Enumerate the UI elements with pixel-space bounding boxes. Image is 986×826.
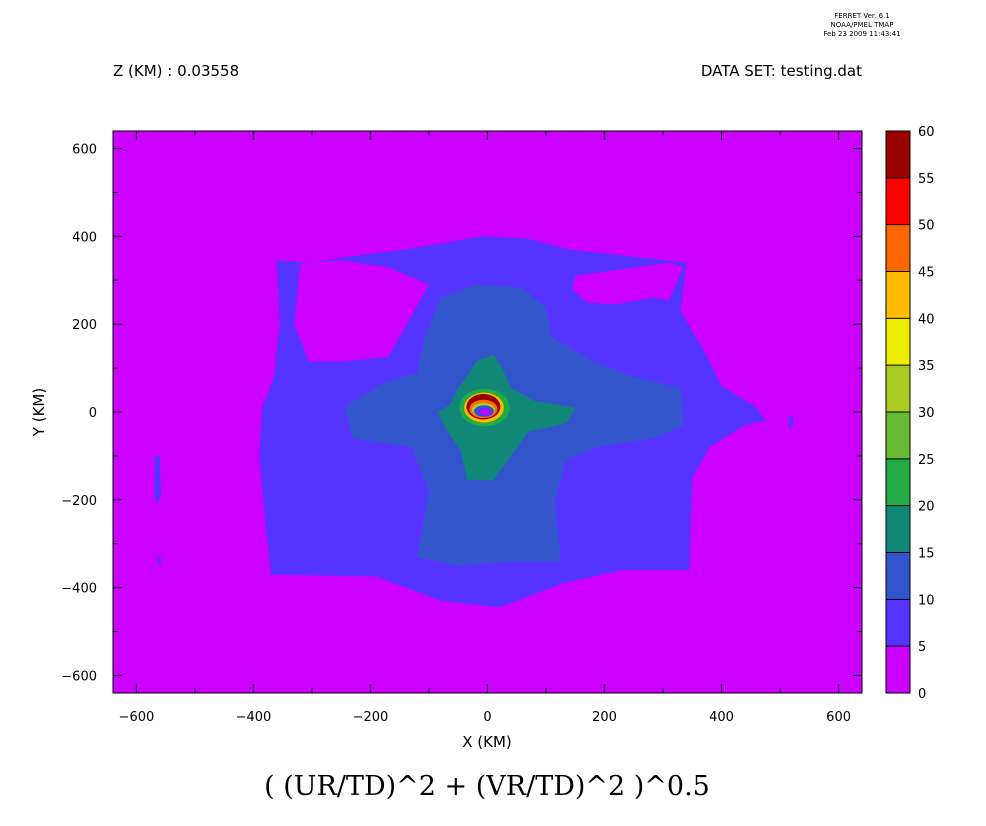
y-tick-label: 0 [89, 406, 97, 421]
colorbar-label: 25 [918, 453, 935, 468]
y-tick-label: −600 [61, 669, 97, 684]
region-right-speck [788, 416, 793, 428]
colorbar-swatch [886, 177, 910, 225]
colorbar-label: 50 [918, 219, 935, 234]
colorbar-swatch [886, 271, 910, 319]
x-tick-label: 600 [826, 710, 851, 725]
x-tick-label: 400 [709, 710, 734, 725]
colorbar-swatch [886, 458, 910, 506]
y-tick-label: −200 [61, 494, 97, 509]
stamp-line-date: Feb 23 2009 11:43:41 [823, 30, 900, 38]
axes: −600 −400 −200 0 200 400 600 −600 −400 −200 0 200 40… [61, 130, 863, 725]
x-axis-label: X (KM) [462, 733, 512, 751]
stamp-line-version: FERRET Ver. 6.1 [834, 12, 889, 20]
colorbar-label: 30 [918, 406, 935, 421]
region-right-pocket [572, 262, 684, 305]
region-left-dot [157, 556, 162, 564]
eye-ring-7 [480, 409, 490, 415]
colorbar-swatch [886, 412, 910, 459]
x-tick-label: −200 [353, 710, 389, 725]
region-lower-right-speck [657, 528, 666, 532]
colorbar-label: 5 [918, 640, 926, 655]
colorbar-swatch [886, 131, 910, 178]
colorbar-swatch [886, 318, 910, 366]
x-tick-label: 200 [592, 710, 617, 725]
colorbar-swatch [886, 365, 910, 412]
colorbar-swatch [886, 552, 910, 600]
region-inner-core [437, 354, 576, 481]
z-level-label: Z (KM) : 0.03558 [113, 62, 239, 80]
colorbar-label: 20 [918, 500, 935, 515]
colorbar-label: 40 [918, 312, 935, 327]
colorbar-label: 35 [918, 359, 935, 374]
colorbar-label: 55 [918, 172, 935, 187]
colorbar-swatch [886, 224, 910, 272]
colorbar-swatch [886, 646, 910, 693]
dataset-label: DATA SET: testing.dat [701, 62, 862, 80]
x-tick-label: −400 [236, 710, 272, 725]
chart-title: ( (UR/TD)^2 + (VR/TD)^2 )^0.5 [264, 771, 710, 802]
y-tick-label: 200 [72, 318, 97, 333]
colorbar-label: 15 [918, 547, 935, 562]
colorbar-swatch [886, 505, 910, 553]
version-stamp: FERRET Ver. 6.1 NOAA/PMEL TMAP Feb 23 20… [823, 12, 900, 38]
colorbar: 0 5 10 15 20 25 30 35 40 45 50 55 60 [885, 125, 935, 702]
region-left-streak [154, 455, 161, 505]
region-left-pocket [294, 260, 429, 362]
colorbar-label: 10 [918, 593, 935, 608]
colorbar-label: 60 [918, 125, 935, 140]
colorbar-swatch [886, 599, 910, 647]
y-tick-label: −400 [61, 582, 97, 597]
colorbar-label: 0 [918, 687, 926, 702]
stamp-line-org: NOAA/PMEL TMAP [831, 21, 894, 29]
y-tick-label: 400 [72, 230, 97, 245]
x-tick-label: 0 [483, 710, 491, 725]
x-tick-label: −600 [119, 710, 155, 725]
colorbar-label: 45 [918, 266, 935, 281]
y-tick-label: 600 [72, 143, 97, 158]
plot-area [113, 131, 862, 693]
y-axis-label: Y (KM) [30, 388, 48, 437]
